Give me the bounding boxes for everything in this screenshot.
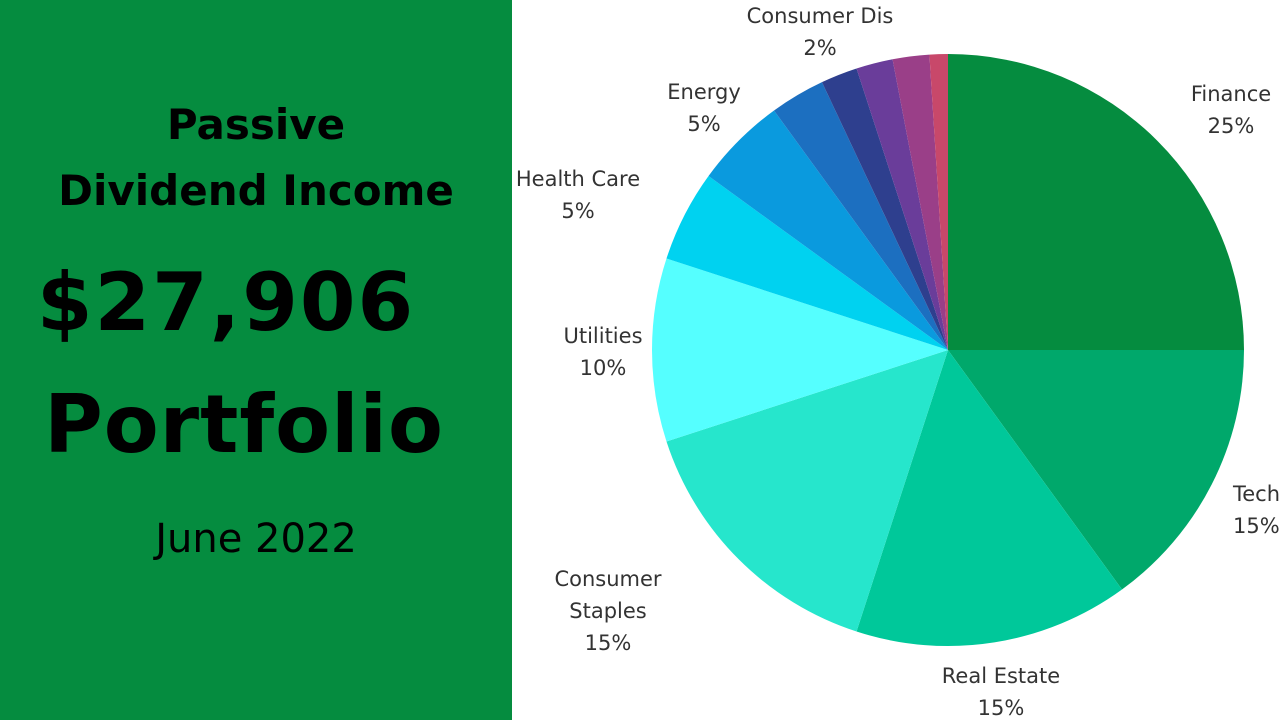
pie-slice bbox=[856, 350, 1122, 647]
pie-slice bbox=[666, 350, 948, 632]
value-label: 15% bbox=[1233, 514, 1280, 538]
category-label: Tech bbox=[1233, 482, 1280, 506]
value-label: 15% bbox=[977, 696, 1025, 720]
title-line: Passive bbox=[166, 100, 346, 149]
value-label: 15% bbox=[584, 631, 632, 655]
value-label: 25% bbox=[1207, 114, 1255, 138]
slice-label: Utilities 10% bbox=[543, 320, 663, 384]
title-line: Dividend Income bbox=[58, 166, 454, 215]
category-label: Real Estate bbox=[941, 664, 1061, 688]
value-label: 10% bbox=[579, 356, 627, 380]
category-label: Consumer Dis bbox=[746, 4, 894, 28]
title-panel: Passive Dividend Income $27,906 Portfoli… bbox=[0, 0, 512, 720]
value-label: 2% bbox=[803, 36, 837, 60]
slice-label: Energy 5% bbox=[654, 76, 754, 140]
pie-slice bbox=[774, 82, 948, 350]
slice-label: Consumer Staples 15% bbox=[543, 563, 673, 659]
category-label: Finance bbox=[1190, 82, 1272, 106]
pie-slice bbox=[948, 350, 1244, 590]
category-label: Utilities bbox=[563, 324, 643, 348]
category-label: Energy bbox=[667, 80, 741, 104]
pie-slice bbox=[929, 54, 948, 350]
category-label: Health Care bbox=[515, 167, 641, 191]
pie-slice bbox=[651, 258, 948, 442]
subtitle: Portfolio bbox=[44, 378, 444, 471]
pie-slice bbox=[821, 68, 948, 350]
slice-label: Finance 25% bbox=[1171, 78, 1280, 142]
pie-slice bbox=[892, 54, 948, 351]
slice-label: Real Estate 15% bbox=[921, 660, 1081, 724]
date: June 2022 bbox=[155, 516, 357, 562]
slice-label: Tech 15% bbox=[1233, 478, 1280, 542]
pie-slice bbox=[856, 59, 948, 350]
pie-slice bbox=[948, 54, 1244, 350]
slice-label: Health Care 5% bbox=[503, 163, 653, 227]
pie-slice bbox=[666, 176, 948, 350]
pie-slice bbox=[708, 110, 948, 350]
value-label: 5% bbox=[561, 199, 595, 223]
value-label: 5% bbox=[687, 112, 721, 136]
category-label: Consumer Staples bbox=[554, 567, 662, 623]
slice-label: Consumer Dis 2% bbox=[735, 0, 905, 64]
amount: $27,906 bbox=[36, 256, 416, 349]
